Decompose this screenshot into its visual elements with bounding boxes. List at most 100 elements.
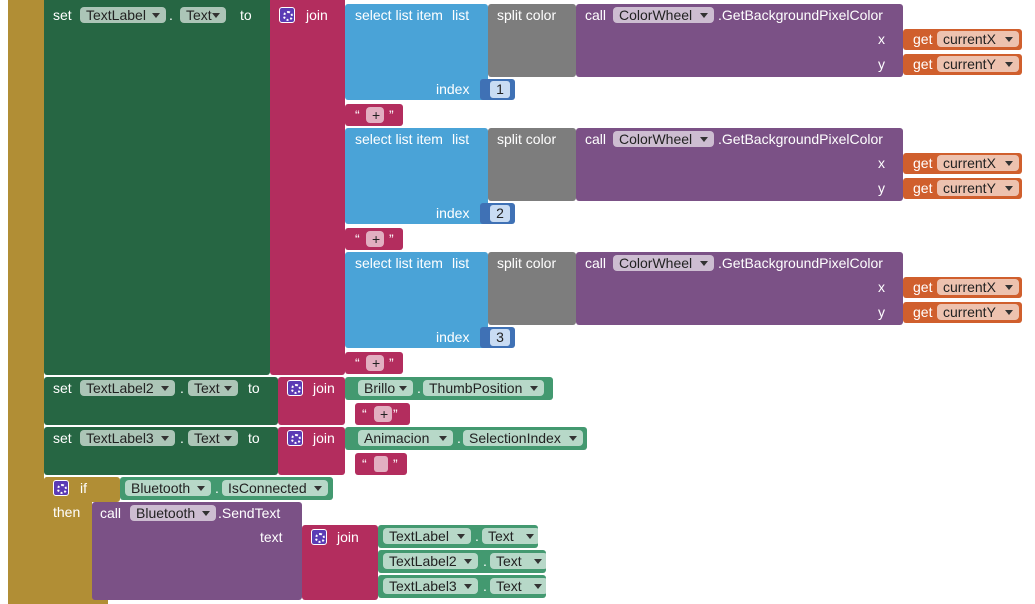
dot: .: [483, 578, 487, 594]
y-arg-label: y: [878, 304, 885, 320]
variable-dropdown: currentY: [937, 304, 1019, 320]
close-quote: ”: [389, 231, 394, 247]
variable-dropdown: currentY: [937, 180, 1019, 196]
split-label: split color: [497, 131, 557, 147]
call-keyword: call: [585, 131, 607, 147]
x-arg-label: x: [878, 155, 885, 171]
component-dropdown: Animacion: [358, 430, 453, 446]
if-keyword: if: [80, 480, 87, 496]
event-bottom: [8, 596, 108, 604]
variable-dropdown: currentX: [937, 31, 1019, 47]
variable-dropdown: currentX: [937, 279, 1019, 295]
y-arg-label: y: [878, 56, 885, 72]
x-arg-label: x: [878, 31, 885, 47]
get-keyword: get: [913, 279, 933, 295]
set-keyword: set: [53, 380, 72, 396]
select-label: select list item: [355, 131, 443, 147]
mutator-icon: [53, 480, 69, 496]
component-dropdown: ColorWheel: [613, 7, 714, 23]
close-quote: ”: [393, 406, 398, 422]
get-keyword: get: [913, 155, 933, 171]
method-name: .SendText: [218, 505, 281, 521]
if-block-body: [44, 477, 92, 600]
method-name: .GetBackgroundPixelColor: [718, 7, 883, 23]
dot: .: [180, 380, 184, 396]
index-number: 1: [490, 81, 510, 98]
select-label: select list item: [355, 255, 443, 271]
join-label: join: [306, 7, 328, 23]
dot: .: [475, 528, 479, 544]
dot: .: [483, 553, 487, 569]
text-value: +: [366, 355, 384, 371]
select-list-item-block: [345, 128, 488, 224]
list-label: list: [452, 7, 470, 23]
set-block: [44, 0, 270, 375]
component-dropdown: TextLabel: [383, 528, 471, 544]
split-label: split color: [497, 7, 557, 23]
text-value: +: [366, 107, 384, 123]
open-quote: “: [355, 355, 360, 371]
dot: .: [169, 7, 173, 23]
y-arg-label: y: [878, 180, 885, 196]
component-dropdown: TextLabel2: [383, 553, 478, 569]
get-keyword: get: [913, 180, 933, 196]
join-block: [270, 0, 345, 375]
set-keyword: set: [53, 430, 72, 446]
property-dropdown: SelectionIndex: [463, 430, 583, 446]
close-quote: ”: [393, 456, 398, 472]
component-dropdown: TextLabel2: [80, 380, 175, 396]
split-color-block: [488, 128, 576, 201]
call-keyword: call: [100, 505, 122, 521]
property-dropdown: ThumbPosition: [423, 380, 544, 396]
property-dropdown: Text: [490, 553, 548, 569]
set-keyword: set: [53, 7, 72, 23]
list-label: list: [452, 131, 470, 147]
dot: .: [180, 430, 184, 446]
dot: .: [417, 380, 421, 396]
get-keyword: get: [913, 304, 933, 320]
get-keyword: get: [913, 56, 933, 72]
list-label: list: [452, 255, 470, 271]
method-name: .GetBackgroundPixelColor: [718, 131, 883, 147]
component-dropdown: Bluetooth: [130, 505, 216, 521]
index-number: 2: [490, 205, 510, 222]
select-list-item-block: [345, 252, 488, 348]
open-quote: “: [355, 107, 360, 123]
get-keyword: get: [913, 31, 933, 47]
select-label: select list item: [355, 7, 443, 23]
mutator-icon: [279, 7, 295, 23]
close-quote: ”: [389, 355, 394, 371]
open-quote: “: [355, 231, 360, 247]
empty-text: [374, 456, 388, 472]
text-value: +: [366, 231, 384, 247]
text-value: +: [374, 406, 392, 422]
variable-dropdown: currentY: [937, 56, 1019, 72]
mutator-icon: [311, 529, 327, 545]
split-label: split color: [497, 255, 557, 271]
property-dropdown: Text: [188, 430, 238, 446]
component-dropdown: Brillo: [358, 380, 413, 396]
dot: .: [215, 480, 219, 496]
join-label: join: [313, 380, 335, 396]
property-dropdown: Text: [188, 380, 238, 396]
close-quote: ”: [389, 107, 394, 123]
method-name: .GetBackgroundPixelColor: [718, 255, 883, 271]
then-keyword: then: [53, 504, 81, 520]
index-label: index: [436, 205, 470, 221]
text-arg-label: text: [260, 529, 283, 545]
variable-dropdown: currentX: [937, 155, 1019, 171]
event-block: [8, 0, 44, 604]
dot: .: [457, 430, 461, 446]
join-label: join: [313, 430, 335, 446]
property-dropdown: IsConnected: [222, 480, 328, 496]
open-quote: “: [362, 456, 367, 472]
property-dropdown: Text: [490, 578, 548, 594]
mutator-icon: [287, 380, 303, 396]
mutator-icon: [287, 430, 303, 446]
component-dropdown: ColorWheel: [613, 255, 714, 271]
component-dropdown: TextLabel3: [80, 430, 175, 446]
join-label: join: [337, 529, 359, 545]
index-label: index: [436, 329, 470, 345]
index-number: 3: [490, 329, 510, 346]
